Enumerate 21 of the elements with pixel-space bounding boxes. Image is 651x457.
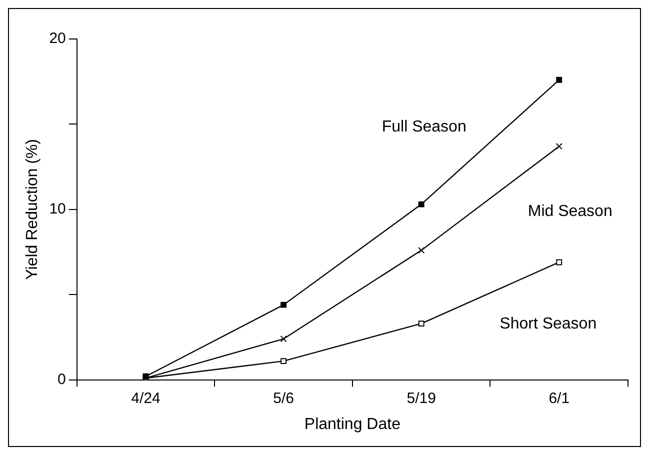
point (280, 336, 287, 342)
point (418, 201, 424, 208)
series-label: Short Season (500, 316, 597, 333)
y-axis-title: Yield Reduction (%) (24, 138, 42, 280)
y-tick-label: 0 (58, 370, 66, 388)
point (556, 76, 562, 83)
point (418, 246, 425, 254)
point (418, 320, 424, 327)
x-tick-label: 5/6 (273, 390, 294, 407)
y-tick-label: 20 (49, 30, 66, 48)
point (280, 302, 287, 308)
point (280, 358, 287, 364)
y-tick-label: 10 (49, 200, 66, 218)
point (556, 259, 562, 266)
x-tick-label: 5/19 (406, 390, 436, 407)
point (556, 143, 562, 150)
series-label: Mid Season (528, 202, 612, 220)
series-label: Full Season (382, 118, 466, 136)
x-axis-title: Planting Date (304, 416, 401, 433)
x-tick-label: 4/24 (131, 390, 160, 407)
x-tick-label: 6/1 (548, 390, 570, 407)
